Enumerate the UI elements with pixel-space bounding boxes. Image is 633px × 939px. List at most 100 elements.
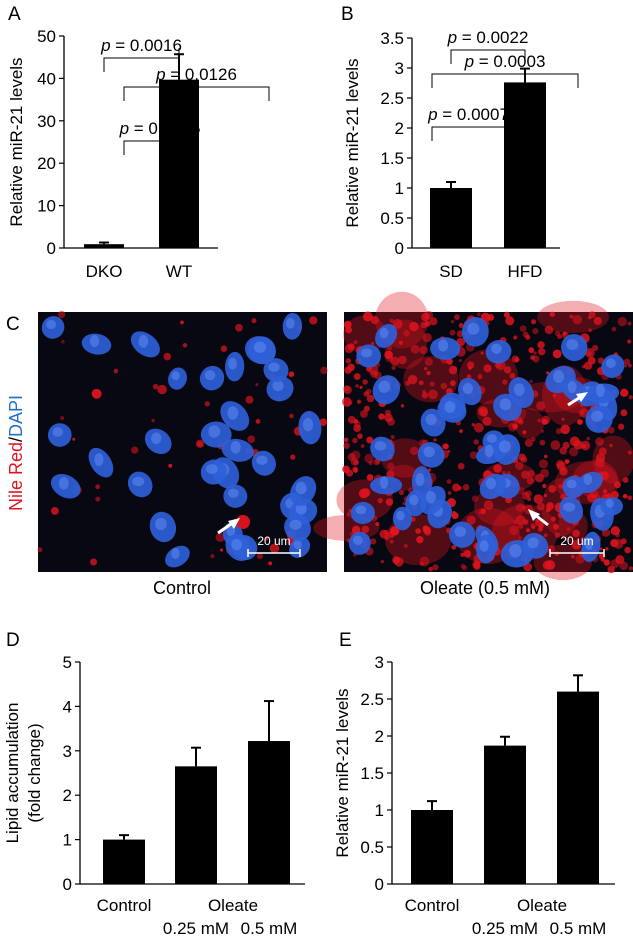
lipid-droplet xyxy=(168,463,173,468)
lipid-haze xyxy=(403,356,459,403)
lipid-droplet xyxy=(357,433,363,439)
lipid-droplet xyxy=(377,498,383,504)
lipid-droplet xyxy=(255,382,259,387)
nucleus-highlight xyxy=(171,371,180,381)
lipid-droplet xyxy=(245,395,254,404)
lipid-droplet xyxy=(460,563,466,569)
lipid-droplet xyxy=(552,349,562,359)
lipid-droplet xyxy=(602,489,608,494)
lipid-droplet xyxy=(480,508,486,515)
lipid-droplet xyxy=(358,488,369,499)
nucleus-highlight xyxy=(295,481,307,495)
nucleus-highlight xyxy=(462,382,473,395)
lipid-droplet xyxy=(472,560,481,569)
chart-e-bar xyxy=(557,691,599,884)
lipid-droplet xyxy=(419,556,430,567)
lipid-droplet xyxy=(571,554,575,559)
lipid-droplet xyxy=(320,366,328,375)
chart-d-p-value: p = 0.0126 xyxy=(155,65,237,84)
nucleus-highlight xyxy=(378,380,391,393)
arrow-icon xyxy=(528,509,549,527)
lipid-droplet xyxy=(384,350,393,360)
chart-d-x-label: Control xyxy=(97,896,152,915)
chart-d-y-label-line2: (fold change) xyxy=(25,723,44,822)
chart-a-y-tick-label: 40 xyxy=(37,69,56,88)
lipid-droplet xyxy=(391,365,396,371)
chart-e-p-value: p = 0.0003 xyxy=(464,52,546,71)
chart-d-x-sublabel: 0.25 mM xyxy=(163,919,229,938)
nucleus-highlight xyxy=(527,537,539,549)
chart-d-bar xyxy=(103,839,145,884)
chart-b-y-tick-label: 3 xyxy=(395,59,404,78)
chart-d-y-tick-label: 5 xyxy=(63,653,72,672)
lipid-droplet xyxy=(368,460,373,466)
lipid-droplet xyxy=(480,351,484,355)
nucleus-highlight xyxy=(208,425,221,438)
lipid-droplet xyxy=(554,330,561,337)
lipid-droplet xyxy=(353,459,359,466)
lipid-droplet xyxy=(515,461,524,470)
lipid-droplet xyxy=(392,318,403,329)
lipid-droplet xyxy=(131,446,139,454)
lipid-droplet xyxy=(595,453,606,463)
lipid-droplet xyxy=(555,428,562,435)
lipid-droplet xyxy=(407,374,418,385)
lipid-droplet xyxy=(509,372,516,379)
lipid-droplet xyxy=(592,344,599,351)
lipid-droplet xyxy=(610,526,621,536)
lipid-droplet xyxy=(409,321,419,332)
lipid-droplet xyxy=(519,325,527,332)
nucleus-highlight xyxy=(566,339,579,350)
nucleus-highlight xyxy=(605,498,614,508)
chart-a-y-tick-label: 0 xyxy=(47,239,56,258)
lipid-droplet xyxy=(462,565,468,571)
nucleus-highlight xyxy=(171,548,180,559)
lipid-droplet xyxy=(424,357,433,366)
lipid-droplet xyxy=(398,489,405,496)
lipid-droplet xyxy=(473,439,479,445)
stain-label-red: Nile Red xyxy=(6,442,26,511)
lipid-droplet xyxy=(466,515,476,525)
nucleus-highlight xyxy=(52,427,64,437)
lipid-droplet xyxy=(469,451,478,460)
lipid-droplet xyxy=(366,474,374,481)
lipid-droplet xyxy=(269,543,280,554)
nucleus-highlight xyxy=(374,441,387,451)
lipid-droplet xyxy=(533,351,537,355)
chart-d-y-tick-label: 4 xyxy=(63,697,72,716)
lipid-droplet xyxy=(247,435,256,444)
lipid-droplet xyxy=(373,458,380,466)
chart-d-y-tick-label: 3 xyxy=(63,742,72,761)
lipid-droplet xyxy=(480,408,488,417)
lipid-droplet xyxy=(289,413,294,419)
lipid-droplet xyxy=(446,479,452,484)
lipid-droplet xyxy=(163,352,172,361)
panel-letter-d: D xyxy=(6,630,20,651)
lipid-droplet xyxy=(518,536,523,540)
lipid-droplet xyxy=(448,365,458,375)
lipid-droplet xyxy=(204,401,210,407)
lipid-droplet xyxy=(533,494,544,504)
chart-e-p-value: p = 0.0007 xyxy=(427,105,509,124)
lipid-droplet xyxy=(520,456,528,463)
lipid-droplet xyxy=(429,381,435,387)
chart-e-x-sublabel: 0.5 mM xyxy=(550,919,607,938)
nucleus-highlight xyxy=(151,432,162,445)
lipid-droplet xyxy=(361,525,370,534)
nucleus-highlight xyxy=(289,519,302,530)
micro-caption-control: Control xyxy=(153,578,211,598)
nucleus-highlight xyxy=(486,434,497,444)
lipid-droplet xyxy=(432,564,439,571)
chart-d-p-value: p = 0.0025 xyxy=(119,119,201,138)
lipid-droplet xyxy=(359,385,363,389)
nucleus-highlight xyxy=(454,526,467,537)
lipid-droplet xyxy=(345,358,352,364)
panel-letter-a: A xyxy=(8,4,21,25)
micro-caption-oleate: Oleate (0.5 mM) xyxy=(420,578,550,598)
lipid-droplet xyxy=(387,462,395,470)
lipid-droplet xyxy=(95,496,101,502)
chart-e-y-tick-label: 2.5 xyxy=(360,690,384,709)
lipid-droplet xyxy=(220,345,228,352)
lipid-droplet xyxy=(572,314,583,325)
lipid-droplet xyxy=(586,436,591,441)
